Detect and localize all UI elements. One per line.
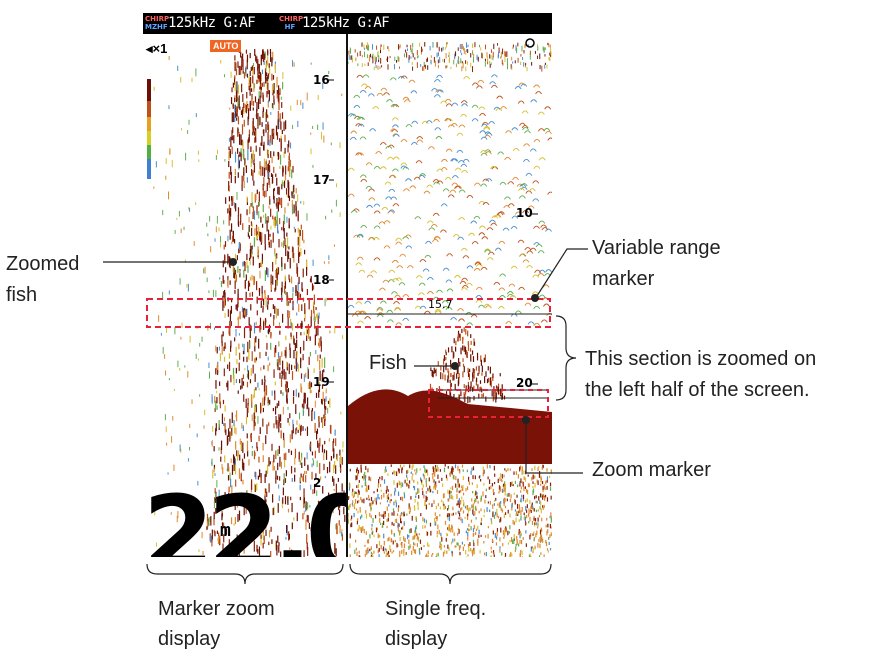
zoom-marker-label: Zoom marker bbox=[592, 459, 711, 481]
zoom-marker[interactable] bbox=[438, 389, 548, 399]
status-bar: CHIRP MZHF 125kHz G:AF CHIRP HF 125kHz G… bbox=[143, 13, 552, 34]
depth-readout: 22.0 bbox=[143, 473, 346, 557]
zoom-factor-label: ◂×1 bbox=[146, 41, 168, 56]
range-label-10: 10 bbox=[516, 206, 533, 220]
range-label-20: 20 bbox=[516, 376, 533, 390]
screen-divider bbox=[346, 34, 348, 557]
chirp-badge-left: CHIRP MZHF bbox=[145, 15, 170, 31]
single-freq-display-label: Single freq. display bbox=[385, 598, 487, 650]
scale-label-18: 18 bbox=[313, 273, 330, 287]
chirp-badge-right: CHIRP HF bbox=[279, 15, 304, 31]
zoom-scale: 16 17 18 19 2 bbox=[147, 73, 334, 490]
marker-zoom-display: ◂×1 AUTO 16 17 18 19 2 22.0 bbox=[143, 34, 346, 557]
vrm-value: 15.7 bbox=[428, 298, 453, 311]
target-icon bbox=[525, 38, 535, 48]
echogram-screen: CHIRP MZHF 125kHz G:AF CHIRP HF 125kHz G… bbox=[143, 13, 552, 557]
zoom-section-label: This section is zoomed on the left half … bbox=[585, 348, 817, 401]
variable-range-marker-label: Variable range marker bbox=[592, 237, 721, 290]
scale-label-19: 19 bbox=[313, 375, 330, 389]
zoomed-fish-label: Zoomed fish bbox=[6, 253, 80, 306]
color-scale-bar bbox=[147, 79, 151, 179]
fish-label: Fish bbox=[367, 352, 409, 375]
left-frequency-gain: 125kHz G:AF bbox=[168, 15, 256, 31]
range-scale: 10 20 15.7 bbox=[348, 38, 552, 399]
scale-label-20: 2 bbox=[313, 476, 321, 490]
single-frequency-display: 10 20 15.7 bbox=[348, 34, 552, 557]
marker-zoom-display-label: Marker zoom display bbox=[158, 598, 275, 650]
depth-unit: m bbox=[220, 520, 231, 541]
right-frequency-gain: 125kHz G:AF bbox=[302, 15, 390, 31]
scale-label-17: 17 bbox=[313, 173, 330, 187]
scale-label-16: 16 bbox=[313, 73, 330, 87]
auto-mode-badge[interactable]: AUTO bbox=[210, 40, 242, 52]
